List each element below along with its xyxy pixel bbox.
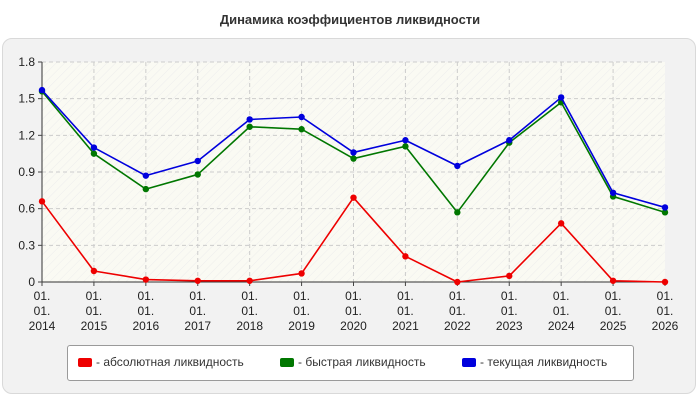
- data-point: [142, 185, 150, 193]
- x-tick-label: 01. 01. 2026: [652, 289, 679, 333]
- data-point: [557, 220, 565, 227]
- legend-swatch-absolute: [78, 357, 92, 367]
- y-tick-label: 1.2: [18, 128, 35, 142]
- legend-item-absolute: - абсолютная ликвидность: [78, 355, 244, 369]
- data-point: [661, 278, 669, 286]
- data-point: [454, 278, 461, 286]
- grid-lines: [42, 61, 665, 282]
- x-tick-label: 01. 01. 2021: [392, 289, 419, 333]
- legend-item-quick: - быстрая ликвидность: [280, 355, 426, 369]
- data-point: [661, 204, 669, 211]
- x-tick-label: 01. 01. 2014: [29, 289, 56, 333]
- chart-title: Динамика коэффициентов ликвидности: [219, 12, 481, 27]
- data-point: [402, 137, 409, 144]
- x-tick-label: 01. 01. 2024: [548, 289, 575, 333]
- data-point: [609, 277, 617, 284]
- data-point: [298, 113, 305, 121]
- x-tick-label: 01. 01. 2015: [81, 289, 108, 333]
- y-tick-label: 0.6: [18, 202, 35, 216]
- y-tick-label: 1.8: [18, 55, 35, 69]
- data-point: [38, 86, 46, 94]
- data-point: [557, 94, 565, 101]
- x-tick-label: 01. 01. 2017: [184, 289, 211, 333]
- data-point: [38, 198, 46, 205]
- x-tick-label: 01. 01. 2016: [132, 289, 159, 333]
- x-tick-label: 01. 01. 2019: [288, 289, 315, 333]
- data-point: [454, 162, 461, 170]
- legend-label-current: - текущая ликвидность: [480, 355, 608, 369]
- legend-label-absolute: - абсолютная ликвидность: [96, 355, 244, 369]
- data-point: [506, 272, 513, 280]
- data-point: [402, 253, 409, 260]
- data-point: [350, 155, 357, 162]
- y-axis-ticks: 0 0.3 0.6 0.9 1.2 1.5 1.8: [18, 55, 42, 289]
- data-point: [194, 277, 201, 284]
- legend: - абсолютная ликвидность - быстрая ликви…: [67, 345, 634, 381]
- x-axis-ticks: 01. 01. 2014 01. 01. 2015 01. 01. 2016 01. 01. 2017…: [29, 282, 679, 333]
- data-point: [298, 270, 305, 277]
- data-point: [661, 209, 669, 216]
- y-tick-label: 1.5: [18, 92, 35, 106]
- data-point: [506, 137, 513, 144]
- y-tick-label: 0.9: [18, 165, 35, 179]
- series-lines: [38, 86, 669, 286]
- data-point: [90, 150, 98, 157]
- legend-swatch-quick: [280, 357, 294, 367]
- data-point: [350, 194, 357, 201]
- data-point: [350, 149, 357, 156]
- data-point: [194, 171, 201, 178]
- data-point: [90, 144, 98, 151]
- data-point: [194, 157, 201, 165]
- y-tick-label: 0.3: [18, 238, 35, 252]
- legend-swatch-current: [462, 357, 476, 367]
- x-tick-label: 01. 01. 2023: [496, 289, 523, 333]
- legend-item-current: - текущая ликвидность: [462, 355, 607, 369]
- data-point: [142, 276, 150, 283]
- data-point: [90, 267, 98, 275]
- data-point: [454, 209, 461, 216]
- x-tick-label: 01. 01. 2025: [600, 289, 627, 333]
- data-point: [142, 172, 150, 179]
- x-tick-label: 01. 01. 2022: [444, 289, 471, 333]
- data-point: [609, 189, 617, 196]
- data-point: [298, 126, 305, 133]
- data-point: [246, 116, 253, 123]
- x-tick-label: 01. 01. 2018: [236, 289, 263, 333]
- y-tick-label: 0: [28, 275, 35, 289]
- x-tick-label: 01. 01. 2020: [340, 289, 367, 333]
- data-point: [246, 277, 253, 284]
- data-point: [246, 123, 253, 130]
- data-point: [402, 143, 409, 150]
- legend-label-quick: - быстрая ликвидность: [298, 355, 426, 369]
